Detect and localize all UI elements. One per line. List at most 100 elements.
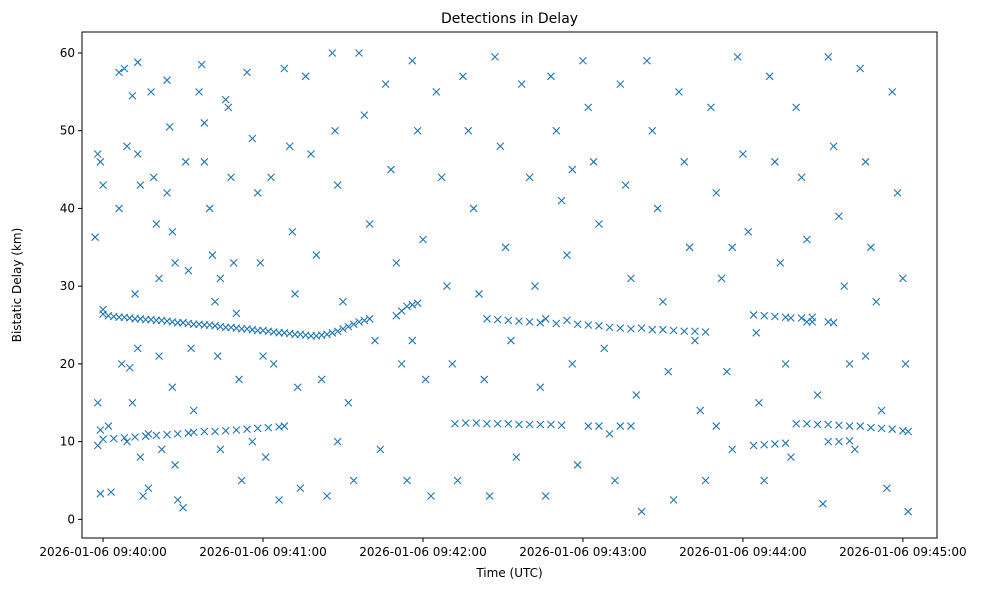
data-point-x-marker — [485, 492, 494, 500]
data-point-x-marker — [480, 375, 489, 384]
data-point-x-marker — [109, 434, 118, 443]
data-point-x-marker — [749, 311, 758, 319]
data-point-x-marker — [563, 251, 571, 259]
data-point-x-marker — [475, 290, 483, 298]
data-point-x-marker — [515, 420, 523, 429]
data-point-x-marker — [419, 235, 427, 244]
y-axis-label: Bistatic Delay (km) — [10, 228, 24, 343]
data-point-x-marker — [408, 56, 417, 65]
data-point-x-marker — [232, 309, 241, 318]
chart-title: Detections in Delay — [441, 11, 578, 27]
data-point-x-marker — [317, 375, 326, 384]
data-point-x-marker — [845, 422, 854, 430]
data-point-x-marker — [408, 300, 417, 309]
data-point-x-marker — [296, 484, 305, 493]
data-point-x-marker — [163, 76, 171, 85]
data-point-x-marker — [643, 56, 651, 65]
data-point-x-marker — [517, 80, 526, 88]
data-point-x-marker — [312, 251, 321, 259]
data-point-x-marker — [557, 196, 566, 205]
data-point-x-marker — [648, 126, 657, 135]
data-point-x-marker — [432, 87, 441, 96]
data-point-x-marker — [216, 274, 225, 283]
data-point-x-marker — [280, 422, 289, 430]
data-point-x-marker — [267, 173, 275, 182]
data-point-x-marker — [739, 150, 747, 158]
data-point-x-marker — [421, 375, 430, 384]
data-point-x-marker — [333, 181, 342, 190]
data-point-x-marker — [525, 318, 534, 326]
data-point-x-marker — [781, 360, 790, 368]
data-point-x-marker — [552, 126, 561, 135]
data-point-x-marker — [632, 391, 641, 399]
data-point-x-marker — [181, 157, 190, 166]
data-point-x-marker — [659, 325, 667, 334]
data-point-x-marker — [819, 499, 827, 508]
data-point-x-marker — [211, 297, 219, 306]
data-point-x-marker — [685, 243, 694, 252]
data-point-x-marker — [155, 352, 163, 361]
x-tick-label: 2026-01-06 09:41:00 — [199, 545, 326, 559]
data-point-x-marker — [339, 297, 347, 306]
data-point-x-marker — [144, 484, 153, 493]
data-point-x-marker — [752, 328, 761, 337]
data-point-x-marker — [328, 49, 337, 57]
data-point-x-marker — [261, 453, 270, 462]
data-point-x-marker — [877, 424, 886, 433]
data-point-x-marker — [797, 314, 806, 322]
data-point-x-marker — [829, 318, 838, 327]
data-point-x-marker — [712, 422, 721, 430]
x-tick-label: 2026-01-06 09:40:00 — [39, 545, 166, 559]
data-point-x-marker — [856, 64, 865, 73]
data-point-x-marker — [371, 336, 379, 345]
data-point-x-marker — [464, 126, 473, 135]
data-point-x-marker — [115, 68, 123, 77]
data-point-x-marker — [253, 189, 262, 197]
data-point-x-marker — [259, 352, 267, 361]
data-point-x-marker — [680, 157, 689, 166]
data-point-x-marker — [845, 436, 854, 445]
data-point-x-marker — [125, 363, 134, 372]
data-point-x-marker — [491, 52, 499, 61]
data-point-x-marker — [136, 453, 145, 462]
data-point-x-marker — [605, 429, 614, 438]
data-point-x-marker — [360, 111, 369, 120]
data-point-x-marker — [850, 445, 859, 454]
data-point-x-marker — [595, 220, 603, 228]
data-point-x-marker — [701, 328, 710, 336]
data-point-x-marker — [717, 274, 726, 283]
data-point-x-marker — [237, 476, 246, 485]
y-tick-label: 10 — [60, 435, 75, 449]
x-tick-label: 2026-01-06 09:45:00 — [839, 545, 966, 559]
data-point-x-marker — [493, 315, 502, 324]
data-point-x-marker — [824, 437, 833, 446]
data-point-x-marker — [189, 406, 198, 415]
data-point-x-marker — [216, 445, 225, 454]
data-point-x-marker — [701, 476, 710, 485]
data-point-x-marker — [568, 165, 577, 174]
data-point-x-marker — [797, 173, 806, 182]
data-point-x-marker — [451, 419, 459, 428]
data-point-x-marker — [168, 383, 177, 392]
data-point-x-marker — [840, 282, 849, 291]
data-point-x-marker — [547, 72, 555, 81]
data-point-x-marker — [243, 425, 251, 434]
data-point-x-marker — [376, 445, 385, 454]
data-point-x-marker — [728, 445, 737, 454]
data-point-x-marker — [149, 173, 158, 182]
data-point-x-marker — [611, 476, 619, 485]
data-point-x-marker — [595, 321, 603, 330]
data-point-x-marker — [123, 437, 131, 446]
data-point-x-marker — [453, 476, 462, 485]
data-point-x-marker — [835, 437, 843, 446]
data-point-x-marker — [696, 406, 705, 415]
data-point-x-marker — [96, 157, 105, 166]
data-point-x-marker — [344, 322, 353, 331]
data-point-x-marker — [437, 173, 446, 182]
data-point-x-marker — [760, 440, 769, 449]
data-point-x-marker — [781, 439, 790, 448]
data-point-x-marker — [171, 258, 179, 267]
data-point-x-marker — [120, 64, 129, 73]
data-point-x-marker — [653, 204, 662, 213]
